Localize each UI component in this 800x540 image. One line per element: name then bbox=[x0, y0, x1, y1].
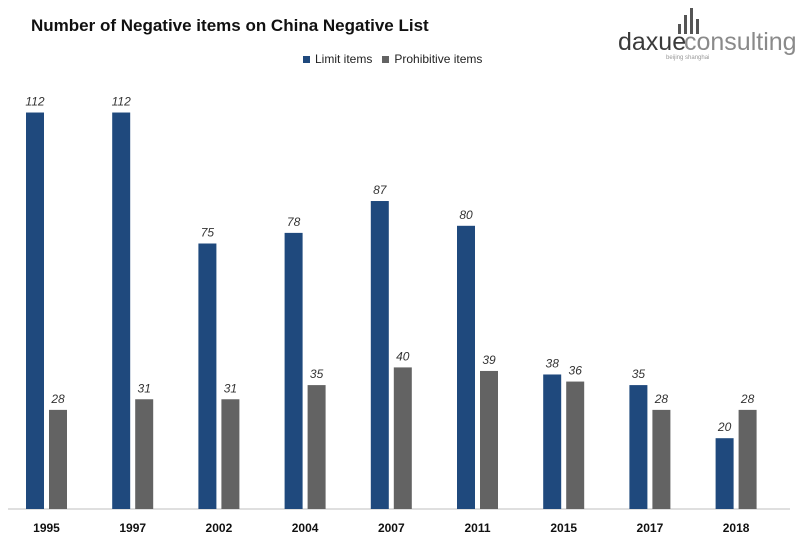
bar-limit bbox=[457, 225, 475, 510]
bar-prohibitive bbox=[135, 399, 154, 509]
company-logo: daxue consulting beijing shanghai bbox=[618, 6, 798, 62]
x-tick-label: 2018 bbox=[723, 521, 750, 535]
logo-brand-right: consulting bbox=[684, 28, 797, 56]
bar-limit bbox=[629, 385, 648, 509]
chart-legend: Limit items Prohibitive items bbox=[303, 52, 492, 66]
logo-bar bbox=[678, 24, 681, 34]
x-tick-label: 1995 bbox=[33, 521, 60, 535]
bar-limit bbox=[198, 243, 217, 509]
data-label-limit: 35 bbox=[632, 367, 646, 381]
bar-prohibitive bbox=[221, 399, 240, 509]
logo-brand-left: daxue bbox=[618, 28, 686, 56]
data-label-prohibitive: 28 bbox=[50, 392, 65, 406]
logo-bar bbox=[684, 15, 687, 34]
x-tick-label: 1997 bbox=[119, 521, 146, 535]
data-label-prohibitive: 28 bbox=[740, 392, 755, 406]
bar-limit bbox=[543, 374, 562, 509]
bar-limit bbox=[715, 438, 734, 509]
bar-prohibitive bbox=[566, 381, 585, 509]
data-label-limit: 38 bbox=[546, 356, 560, 370]
bar-limit bbox=[26, 112, 44, 510]
legend-swatch-prohibitive bbox=[382, 55, 390, 63]
bar-limit bbox=[112, 112, 131, 510]
legend-swatch-limit bbox=[303, 55, 310, 63]
x-tick-label: 2002 bbox=[206, 521, 233, 535]
bar-limit bbox=[284, 232, 303, 509]
data-label-limit: 20 bbox=[717, 420, 732, 434]
logo-bar bbox=[696, 19, 699, 34]
bar-prohibitive bbox=[49, 409, 67, 509]
data-label-limit: 75 bbox=[201, 226, 215, 240]
data-label-prohibitive: 28 bbox=[654, 392, 669, 406]
x-tick-label: 2004 bbox=[292, 521, 319, 535]
data-label-limit: 112 bbox=[112, 95, 131, 109]
bar-prohibitive bbox=[480, 370, 498, 509]
x-tick-label: 2011 bbox=[464, 521, 490, 535]
data-label-prohibitive: 35 bbox=[310, 367, 324, 381]
data-label-prohibitive: 31 bbox=[224, 381, 237, 395]
bar-prohibitive bbox=[393, 367, 412, 509]
data-label-prohibitive: 36 bbox=[569, 364, 583, 378]
bar-prohibitive bbox=[652, 409, 671, 509]
legend-item-limit: Limit items bbox=[303, 52, 372, 66]
data-label-prohibitive: 39 bbox=[482, 353, 496, 367]
x-tick-label: 2015 bbox=[550, 521, 577, 535]
legend-label-prohibitive: Prohibitive items bbox=[394, 52, 483, 66]
logo-graphic: daxue consulting beijing shanghai bbox=[618, 8, 797, 61]
x-tick-label: 2017 bbox=[637, 521, 664, 535]
bar-prohibitive bbox=[738, 409, 757, 509]
data-label-prohibitive: 40 bbox=[396, 349, 410, 363]
data-label-limit: 87 bbox=[373, 183, 388, 197]
logo-tagline: beijing shanghai bbox=[666, 55, 709, 61]
data-label-limit: 80 bbox=[459, 208, 473, 222]
bar-limit bbox=[370, 201, 389, 509]
legend-item-prohibitive: Prohibitive items bbox=[382, 52, 482, 66]
x-tick-label: 2007 bbox=[378, 521, 405, 535]
data-label-limit: 78 bbox=[287, 215, 301, 229]
bar-prohibitive bbox=[307, 385, 326, 509]
data-label-prohibitive: 31 bbox=[138, 381, 151, 395]
legend-label-limit: Limit items bbox=[315, 52, 373, 66]
data-label-limit: 112 bbox=[25, 95, 44, 109]
logo-bar bbox=[690, 8, 693, 34]
chart-title: Number of Negative items on China Negati… bbox=[31, 16, 429, 35]
